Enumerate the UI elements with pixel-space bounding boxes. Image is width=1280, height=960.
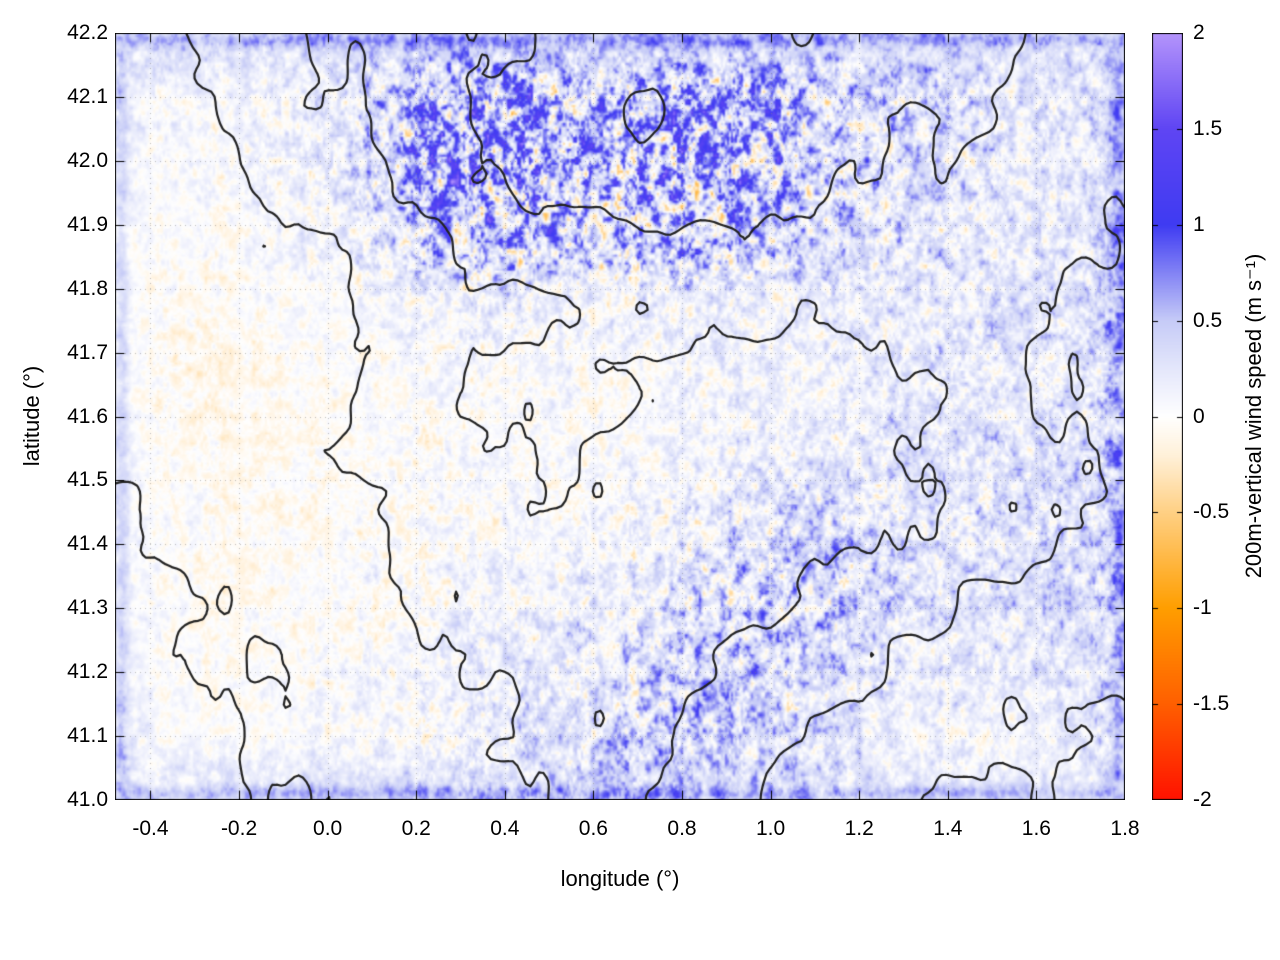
x-tick-label: 1.6 <box>1021 817 1051 840</box>
y-tick-label: 41.7 <box>67 340 108 364</box>
y-tick-label: 41.9 <box>67 212 108 236</box>
x-tick-label: 0.8 <box>667 817 697 840</box>
y-tick-label: 41.4 <box>67 532 108 556</box>
x-tick-label: 1.4 <box>933 817 963 840</box>
x-tick-label: 1.2 <box>844 817 874 840</box>
colorbar <box>1152 33 1183 800</box>
x-tick-label: 0.0 <box>313 817 343 840</box>
colorbar-tick-label: 1.5 <box>1193 116 1223 140</box>
y-tick-label: 42.1 <box>67 84 108 108</box>
colorbar-canvas <box>1152 33 1183 800</box>
y-tick-label: 41.1 <box>67 724 108 748</box>
x-axis-label: longitude (°) <box>560 866 680 891</box>
colorbar-tick-label: -2 <box>1193 788 1212 811</box>
colorbar-tick-label: 1 <box>1193 212 1205 236</box>
y-tick-label: 41.2 <box>67 660 108 684</box>
x-tick-label: -0.4 <box>132 817 169 840</box>
y-tick-label: 41.8 <box>67 276 108 300</box>
plot-area <box>115 33 1125 800</box>
colorbar-tick-label: -1.5 <box>1193 692 1230 716</box>
x-tick-label: 1.8 <box>1110 817 1140 840</box>
y-tick-label: 42.2 <box>67 21 108 44</box>
y-tick-label: 41.0 <box>67 788 108 811</box>
y-tick-label: 42.0 <box>67 148 108 172</box>
colorbar-tick-label: 2 <box>1193 21 1205 44</box>
x-tick-label: 1.0 <box>756 817 786 840</box>
colorbar-tick-label: -1 <box>1193 596 1212 620</box>
colorbar-tick-label: 0.5 <box>1193 308 1223 332</box>
contour-overlay-canvas <box>115 33 1125 800</box>
y-tick-label: 41.5 <box>67 468 108 492</box>
y-axis-label: latitude (°) <box>19 365 44 467</box>
x-tick-label: 0.6 <box>578 817 608 840</box>
colorbar-tick-label: 0 <box>1193 404 1205 428</box>
x-tick-label: 0.2 <box>401 817 431 840</box>
colorbar-tick-label: -0.5 <box>1193 500 1230 524</box>
y-tick-label: 41.3 <box>67 596 108 620</box>
colorbar-label: 200m-vertical wind speed (m s⁻¹) <box>1241 253 1266 579</box>
x-tick-label: -0.2 <box>220 817 258 840</box>
x-tick-label: 0.4 <box>490 817 520 840</box>
y-tick-label: 41.6 <box>67 404 108 428</box>
